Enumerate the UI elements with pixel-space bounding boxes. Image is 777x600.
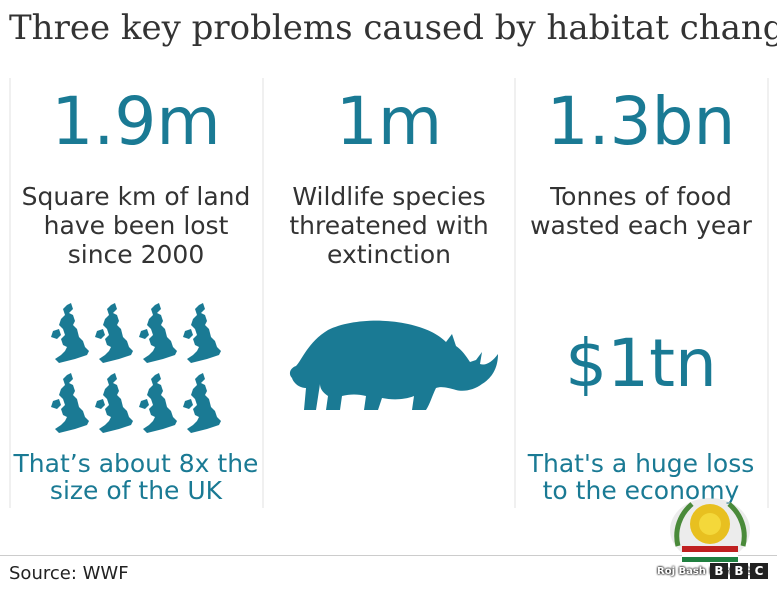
- bbc-logo: B B C: [710, 563, 768, 579]
- footer-divider: [0, 555, 777, 556]
- species-stat: 1m: [335, 83, 443, 160]
- uk-map-icon: [139, 303, 177, 363]
- uk-map-icon: [183, 373, 221, 433]
- food-description: Tonnes of food wasted each year: [530, 182, 752, 240]
- sun-emblem-logo: [670, 498, 750, 562]
- land-description: Square km of land have been lost since 2…: [21, 182, 251, 269]
- source-label: Source: WWF: [9, 563, 129, 584]
- uk-map-icon: [183, 303, 221, 363]
- uk-map-icon: [139, 373, 177, 433]
- bbc-logo-letter: B: [710, 563, 728, 579]
- bbc-logo-letter: C: [750, 563, 768, 579]
- rhino-icon: [289, 320, 498, 410]
- food-stat: 1.3bn: [546, 83, 736, 160]
- species-description: Wildlife species threatened with extinct…: [289, 182, 489, 269]
- bbc-logo-letter: B: [730, 563, 748, 579]
- uk-map-icon: [51, 303, 89, 363]
- uk-map-icon: [95, 373, 133, 433]
- land-stat: 1.9m: [51, 83, 221, 160]
- uk-map-grid: [51, 303, 231, 438]
- land-note: That’s about 8x the size of the UK: [13, 449, 259, 505]
- column-divider-2: [262, 78, 264, 508]
- uk-map-icon: [51, 373, 89, 433]
- column-divider-3: [514, 78, 516, 508]
- economy-stat: $1tn: [565, 325, 717, 402]
- chart-title: Three key problems caused by habitat cha…: [9, 8, 777, 48]
- column-divider-4: [767, 78, 769, 508]
- column-divider-1: [9, 78, 11, 508]
- uk-map-icon: [95, 303, 133, 363]
